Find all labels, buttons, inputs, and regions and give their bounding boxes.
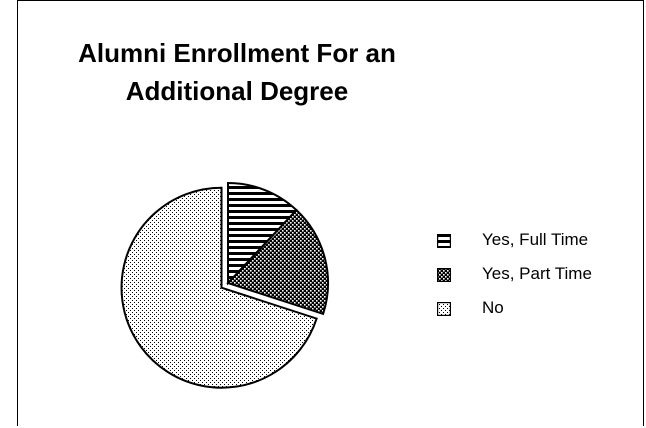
chart-title-line-2: Additional Degree — [125, 76, 349, 106]
pie-slice-no — [120, 186, 318, 389]
chart-title: Alumni Enrollment For an Additional Degr… — [62, 34, 412, 110]
legend-swatch-yes-full-time — [437, 234, 451, 248]
legend-swatch-yes-part-time — [437, 268, 451, 282]
pie-slice-yes-part-time — [226, 208, 329, 316]
legend-swatch-no — [437, 302, 451, 316]
legend-label-yes-full-time: Yes, Full Time — [482, 230, 589, 249]
legend-label-yes-part-time: Yes, Part Time — [482, 264, 592, 283]
legend-label-no: No — [482, 298, 504, 317]
chart-title-line-1: Alumni Enrollment For an — [78, 38, 396, 68]
chart-frame — [17, 0, 644, 426]
pie-slice-yes-full-time — [227, 181, 298, 286]
